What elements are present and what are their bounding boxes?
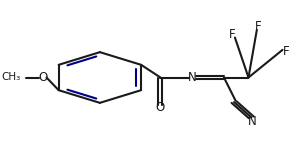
Text: N: N [248,115,257,128]
Text: N: N [188,71,197,84]
Text: F: F [255,20,262,33]
Text: F: F [229,28,236,41]
Text: F: F [283,45,289,58]
Text: O: O [156,101,165,114]
Text: O: O [38,71,47,84]
Text: CH₃: CH₃ [2,73,21,82]
